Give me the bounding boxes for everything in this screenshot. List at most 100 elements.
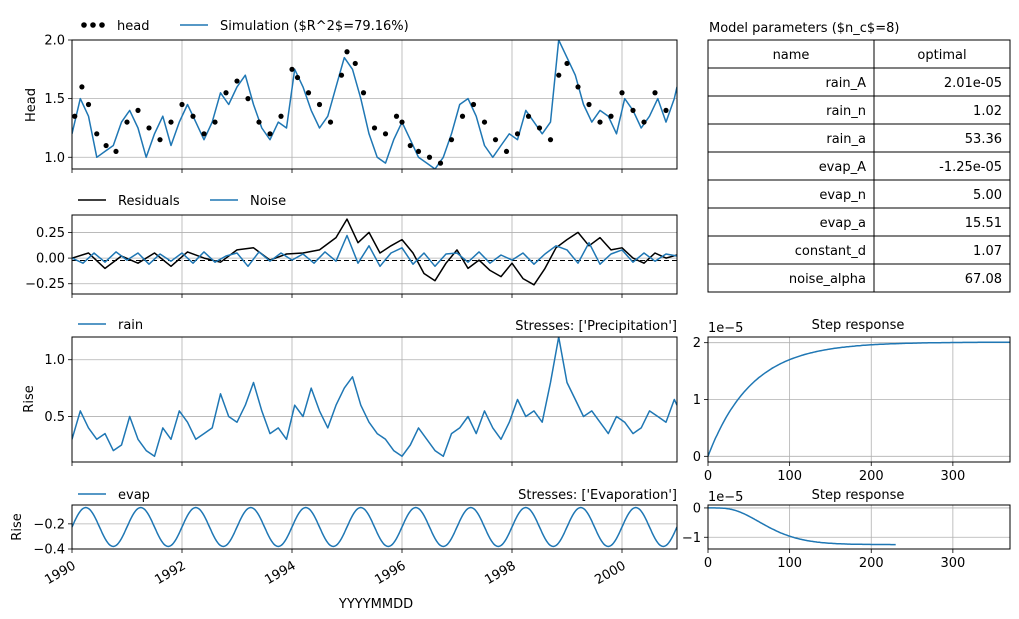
legend-evap-label: evap: [118, 488, 150, 503]
residuals-frame: [71, 214, 678, 295]
legend-head-dot: [81, 22, 87, 28]
step-rain-title: Step response: [812, 318, 905, 333]
parameter-table: Model parameters ($n_c$=8) name optimal ra…: [707, 21, 1011, 293]
head-point: [190, 113, 196, 119]
step-evap-ytick-label: −1: [682, 531, 701, 546]
head-point: [459, 113, 466, 119]
step-evap-frame: [707, 504, 1011, 550]
table-cell: [873, 207, 1011, 237]
head-point: [415, 148, 422, 155]
table-header-cell: [873, 39, 1011, 69]
head-point: [305, 90, 312, 96]
head-point: [168, 119, 174, 125]
head-point: [492, 137, 499, 143]
step-rain-ytick-label: 2: [693, 336, 701, 351]
table-title: Model parameters ($n_c$=8): [709, 21, 899, 36]
step-evap-xtick-label: 200: [859, 556, 884, 571]
table-row: rain_n 1.02: [707, 95, 1011, 125]
residuals-ytick-label: −0.25: [25, 277, 65, 292]
residuals-line: [72, 218, 677, 286]
param-name: evap_a: [820, 216, 866, 231]
head-point: [267, 131, 273, 137]
evap-title: Stresses: ['Evaporation']: [518, 488, 677, 503]
evap-xtick-label: 1992: [152, 558, 188, 588]
head-point: [525, 113, 532, 119]
table-cell: [707, 67, 875, 97]
rain-frame: [71, 336, 678, 463]
param-value: 15.51: [965, 216, 1002, 231]
table-row: rain_A 2.01e-05: [707, 67, 1011, 97]
head-point: [316, 101, 323, 108]
rain-panel: 0.51.0 Rise Stresses: ['Precipitation'] …: [22, 318, 678, 466]
head-point: [157, 137, 163, 143]
head-point: [437, 160, 444, 166]
head-point: [393, 113, 400, 119]
head-point: [619, 90, 625, 96]
param-name: rain_n: [826, 104, 866, 119]
param-name: noise_alpha: [789, 272, 866, 287]
head-point: [503, 148, 510, 155]
head-point: [663, 107, 669, 113]
residuals-ytick-label: 0.00: [36, 252, 65, 267]
rain-line: [72, 337, 677, 458]
head-point: [564, 60, 570, 67]
table-header-name: name: [773, 48, 810, 63]
evap-ytick-label: −0.2: [33, 517, 65, 532]
head-point: [652, 90, 658, 96]
head-point: [85, 101, 92, 108]
evap-panel: 1990 1992 1994 1996 1998 2000 −0.4 −0.2 Rise St…: [10, 488, 678, 612]
step-rain-offset: 1e−5: [708, 321, 743, 336]
evap-ytick-label: −0.4: [33, 543, 65, 558]
head-point: [79, 84, 85, 90]
head-point: [327, 119, 334, 125]
head-point: [470, 101, 477, 108]
head-point: [146, 125, 152, 131]
param-value: 53.36: [965, 132, 1002, 147]
table-cell: [873, 179, 1011, 209]
head-point: [360, 90, 367, 96]
head-point: [426, 154, 433, 160]
head-point: [371, 125, 378, 131]
table-row: constant_d 1.07: [707, 235, 1011, 265]
table-row: evap_A -1.25e-05: [707, 151, 1011, 181]
table-cell: [707, 263, 875, 293]
evap-legend: evap: [78, 488, 150, 503]
rain-ylabel: Rise: [22, 385, 37, 412]
evap-xtick-label: 1998: [482, 558, 518, 588]
legend-head-dot: [99, 22, 105, 28]
rain-legend: rain: [78, 318, 143, 333]
step-evap-ytick-label: 0: [693, 501, 701, 516]
step-evap-offset: 1e−5: [708, 490, 743, 505]
param-name: rain_a: [826, 132, 866, 147]
head-point: [547, 137, 554, 143]
head-point: [514, 131, 521, 137]
legend-residuals-label: Residuals: [118, 194, 180, 209]
step-rain-xtick-label: 0: [704, 469, 712, 484]
step-rain-xtick-label: 100: [777, 469, 802, 484]
evap-xtick-label: 2000: [592, 558, 628, 588]
rain-ytick-label: 1.0: [44, 353, 65, 368]
head-point: [256, 119, 262, 125]
head-point: [94, 131, 100, 137]
head-point: [556, 72, 562, 78]
head-point: [289, 66, 295, 72]
head-ytick-label: 1.0: [44, 151, 65, 166]
table-cell: [873, 263, 1011, 293]
head-ytick-label: 1.5: [44, 92, 65, 107]
head-point: [234, 78, 240, 84]
head-point: [212, 119, 218, 125]
step-rain-ytick-label: 1: [693, 393, 701, 408]
head-point: [630, 107, 636, 113]
head-point: [597, 119, 603, 125]
step-evap-xtick-label: 0: [704, 556, 712, 571]
table-row: evap_a 15.51: [707, 207, 1011, 237]
table-row: evap_n 5.00: [707, 179, 1011, 209]
head-point: [72, 113, 78, 119]
param-value: 67.08: [965, 272, 1002, 287]
step-evap-line: [708, 507, 896, 546]
evap-xtick-label: 1996: [372, 558, 408, 588]
table-cell: [873, 235, 1011, 265]
evap-xlabel: YYYYMMDD: [338, 597, 413, 612]
head-point: [124, 119, 130, 125]
